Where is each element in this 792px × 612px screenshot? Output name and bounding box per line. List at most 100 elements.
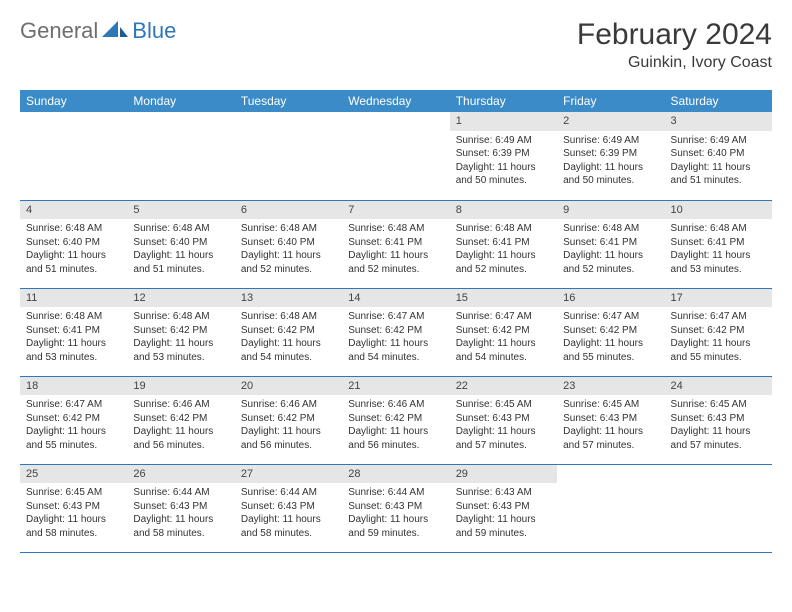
calendar-cell: 21Sunrise: 6:46 AMSunset: 6:42 PMDayligh… — [342, 376, 449, 464]
day-number: 18 — [20, 377, 127, 396]
sunrise-text: Sunrise: 6:45 AM — [456, 398, 551, 412]
day-content: Sunrise: 6:48 AMSunset: 6:40 PMDaylight:… — [20, 219, 127, 280]
day-content: Sunrise: 6:49 AMSunset: 6:39 PMDaylight:… — [557, 131, 664, 192]
day-number: 3 — [665, 112, 772, 131]
day-number: 17 — [665, 289, 772, 308]
day-content: Sunrise: 6:48 AMSunset: 6:41 PMDaylight:… — [557, 219, 664, 280]
sunrise-text: Sunrise: 6:48 AM — [241, 222, 336, 236]
daylight-text: Daylight: 11 hours and 59 minutes. — [348, 513, 443, 540]
day-number: 8 — [450, 201, 557, 220]
sunset-text: Sunset: 6:43 PM — [671, 412, 766, 426]
day-header: Saturday — [665, 90, 772, 112]
day-number — [127, 112, 234, 116]
sunrise-text: Sunrise: 6:46 AM — [133, 398, 228, 412]
daylight-text: Daylight: 11 hours and 53 minutes. — [26, 337, 121, 364]
sunset-text: Sunset: 6:42 PM — [26, 412, 121, 426]
day-number: 12 — [127, 289, 234, 308]
day-number: 6 — [235, 201, 342, 220]
calendar-cell: 22Sunrise: 6:45 AMSunset: 6:43 PMDayligh… — [450, 376, 557, 464]
daylight-text: Daylight: 11 hours and 52 minutes. — [563, 249, 658, 276]
daylight-text: Daylight: 11 hours and 52 minutes. — [456, 249, 551, 276]
day-number: 14 — [342, 289, 449, 308]
day-header: Sunday — [20, 90, 127, 112]
day-number: 20 — [235, 377, 342, 396]
sunset-text: Sunset: 6:41 PM — [563, 236, 658, 250]
day-number — [235, 112, 342, 116]
sunset-text: Sunset: 6:43 PM — [133, 500, 228, 514]
page-header: General Blue February 2024 Guinkin, Ivor… — [20, 18, 772, 72]
sunrise-text: Sunrise: 6:47 AM — [671, 310, 766, 324]
daylight-text: Daylight: 11 hours and 56 minutes. — [241, 425, 336, 452]
calendar-cell: 11Sunrise: 6:48 AMSunset: 6:41 PMDayligh… — [20, 288, 127, 376]
sunset-text: Sunset: 6:43 PM — [26, 500, 121, 514]
sunset-text: Sunset: 6:42 PM — [563, 324, 658, 338]
sunrise-text: Sunrise: 6:48 AM — [26, 222, 121, 236]
calendar-row: 11Sunrise: 6:48 AMSunset: 6:41 PMDayligh… — [20, 288, 772, 376]
day-number — [665, 465, 772, 469]
sunset-text: Sunset: 6:40 PM — [133, 236, 228, 250]
sunrise-text: Sunrise: 6:49 AM — [563, 134, 658, 148]
day-number: 24 — [665, 377, 772, 396]
calendar-cell: 12Sunrise: 6:48 AMSunset: 6:42 PMDayligh… — [127, 288, 234, 376]
sunrise-text: Sunrise: 6:48 AM — [348, 222, 443, 236]
sunrise-text: Sunrise: 6:43 AM — [456, 486, 551, 500]
sunset-text: Sunset: 6:43 PM — [241, 500, 336, 514]
sunset-text: Sunset: 6:42 PM — [241, 324, 336, 338]
calendar-cell: 7Sunrise: 6:48 AMSunset: 6:41 PMDaylight… — [342, 200, 449, 288]
calendar-cell: 23Sunrise: 6:45 AMSunset: 6:43 PMDayligh… — [557, 376, 664, 464]
day-content: Sunrise: 6:48 AMSunset: 6:41 PMDaylight:… — [665, 219, 772, 280]
daylight-text: Daylight: 11 hours and 56 minutes. — [133, 425, 228, 452]
day-header: Monday — [127, 90, 234, 112]
sunrise-text: Sunrise: 6:48 AM — [26, 310, 121, 324]
calendar-cell — [235, 112, 342, 200]
daylight-text: Daylight: 11 hours and 50 minutes. — [563, 161, 658, 188]
day-number: 26 — [127, 465, 234, 484]
day-number: 16 — [557, 289, 664, 308]
calendar-cell — [342, 112, 449, 200]
brand-logo: General Blue — [20, 18, 176, 44]
day-content: Sunrise: 6:49 AMSunset: 6:39 PMDaylight:… — [450, 131, 557, 192]
sunset-text: Sunset: 6:43 PM — [348, 500, 443, 514]
day-content: Sunrise: 6:45 AMSunset: 6:43 PMDaylight:… — [557, 395, 664, 456]
sunrise-text: Sunrise: 6:48 AM — [563, 222, 658, 236]
daylight-text: Daylight: 11 hours and 55 minutes. — [26, 425, 121, 452]
calendar-cell: 5Sunrise: 6:48 AMSunset: 6:40 PMDaylight… — [127, 200, 234, 288]
day-content: Sunrise: 6:49 AMSunset: 6:40 PMDaylight:… — [665, 131, 772, 192]
day-number: 9 — [557, 201, 664, 220]
daylight-text: Daylight: 11 hours and 54 minutes. — [241, 337, 336, 364]
day-number: 21 — [342, 377, 449, 396]
calendar-cell: 26Sunrise: 6:44 AMSunset: 6:43 PMDayligh… — [127, 464, 234, 552]
sunset-text: Sunset: 6:41 PM — [348, 236, 443, 250]
calendar-cell: 18Sunrise: 6:47 AMSunset: 6:42 PMDayligh… — [20, 376, 127, 464]
sunset-text: Sunset: 6:40 PM — [241, 236, 336, 250]
calendar-cell: 4Sunrise: 6:48 AMSunset: 6:40 PMDaylight… — [20, 200, 127, 288]
sunset-text: Sunset: 6:41 PM — [671, 236, 766, 250]
sunrise-text: Sunrise: 6:48 AM — [241, 310, 336, 324]
calendar-cell — [665, 464, 772, 552]
sunrise-text: Sunrise: 6:49 AM — [671, 134, 766, 148]
sunrise-text: Sunrise: 6:48 AM — [671, 222, 766, 236]
sunset-text: Sunset: 6:39 PM — [456, 147, 551, 161]
day-number: 10 — [665, 201, 772, 220]
daylight-text: Daylight: 11 hours and 58 minutes. — [26, 513, 121, 540]
calendar-cell: 9Sunrise: 6:48 AMSunset: 6:41 PMDaylight… — [557, 200, 664, 288]
sunrise-text: Sunrise: 6:49 AM — [456, 134, 551, 148]
day-content: Sunrise: 6:46 AMSunset: 6:42 PMDaylight:… — [235, 395, 342, 456]
sunrise-text: Sunrise: 6:47 AM — [456, 310, 551, 324]
sunrise-text: Sunrise: 6:46 AM — [241, 398, 336, 412]
sunrise-text: Sunrise: 6:45 AM — [563, 398, 658, 412]
day-number: 7 — [342, 201, 449, 220]
day-number: 29 — [450, 465, 557, 484]
sunset-text: Sunset: 6:41 PM — [456, 236, 551, 250]
day-content: Sunrise: 6:48 AMSunset: 6:42 PMDaylight:… — [235, 307, 342, 368]
calendar-cell: 25Sunrise: 6:45 AMSunset: 6:43 PMDayligh… — [20, 464, 127, 552]
calendar-cell — [20, 112, 127, 200]
calendar-head: SundayMondayTuesdayWednesdayThursdayFrid… — [20, 90, 772, 112]
title-block: February 2024 Guinkin, Ivory Coast — [577, 18, 772, 72]
calendar-cell: 14Sunrise: 6:47 AMSunset: 6:42 PMDayligh… — [342, 288, 449, 376]
sunset-text: Sunset: 6:42 PM — [456, 324, 551, 338]
sunrise-text: Sunrise: 6:47 AM — [348, 310, 443, 324]
calendar-cell: 8Sunrise: 6:48 AMSunset: 6:41 PMDaylight… — [450, 200, 557, 288]
sunrise-text: Sunrise: 6:46 AM — [348, 398, 443, 412]
sunset-text: Sunset: 6:42 PM — [133, 412, 228, 426]
